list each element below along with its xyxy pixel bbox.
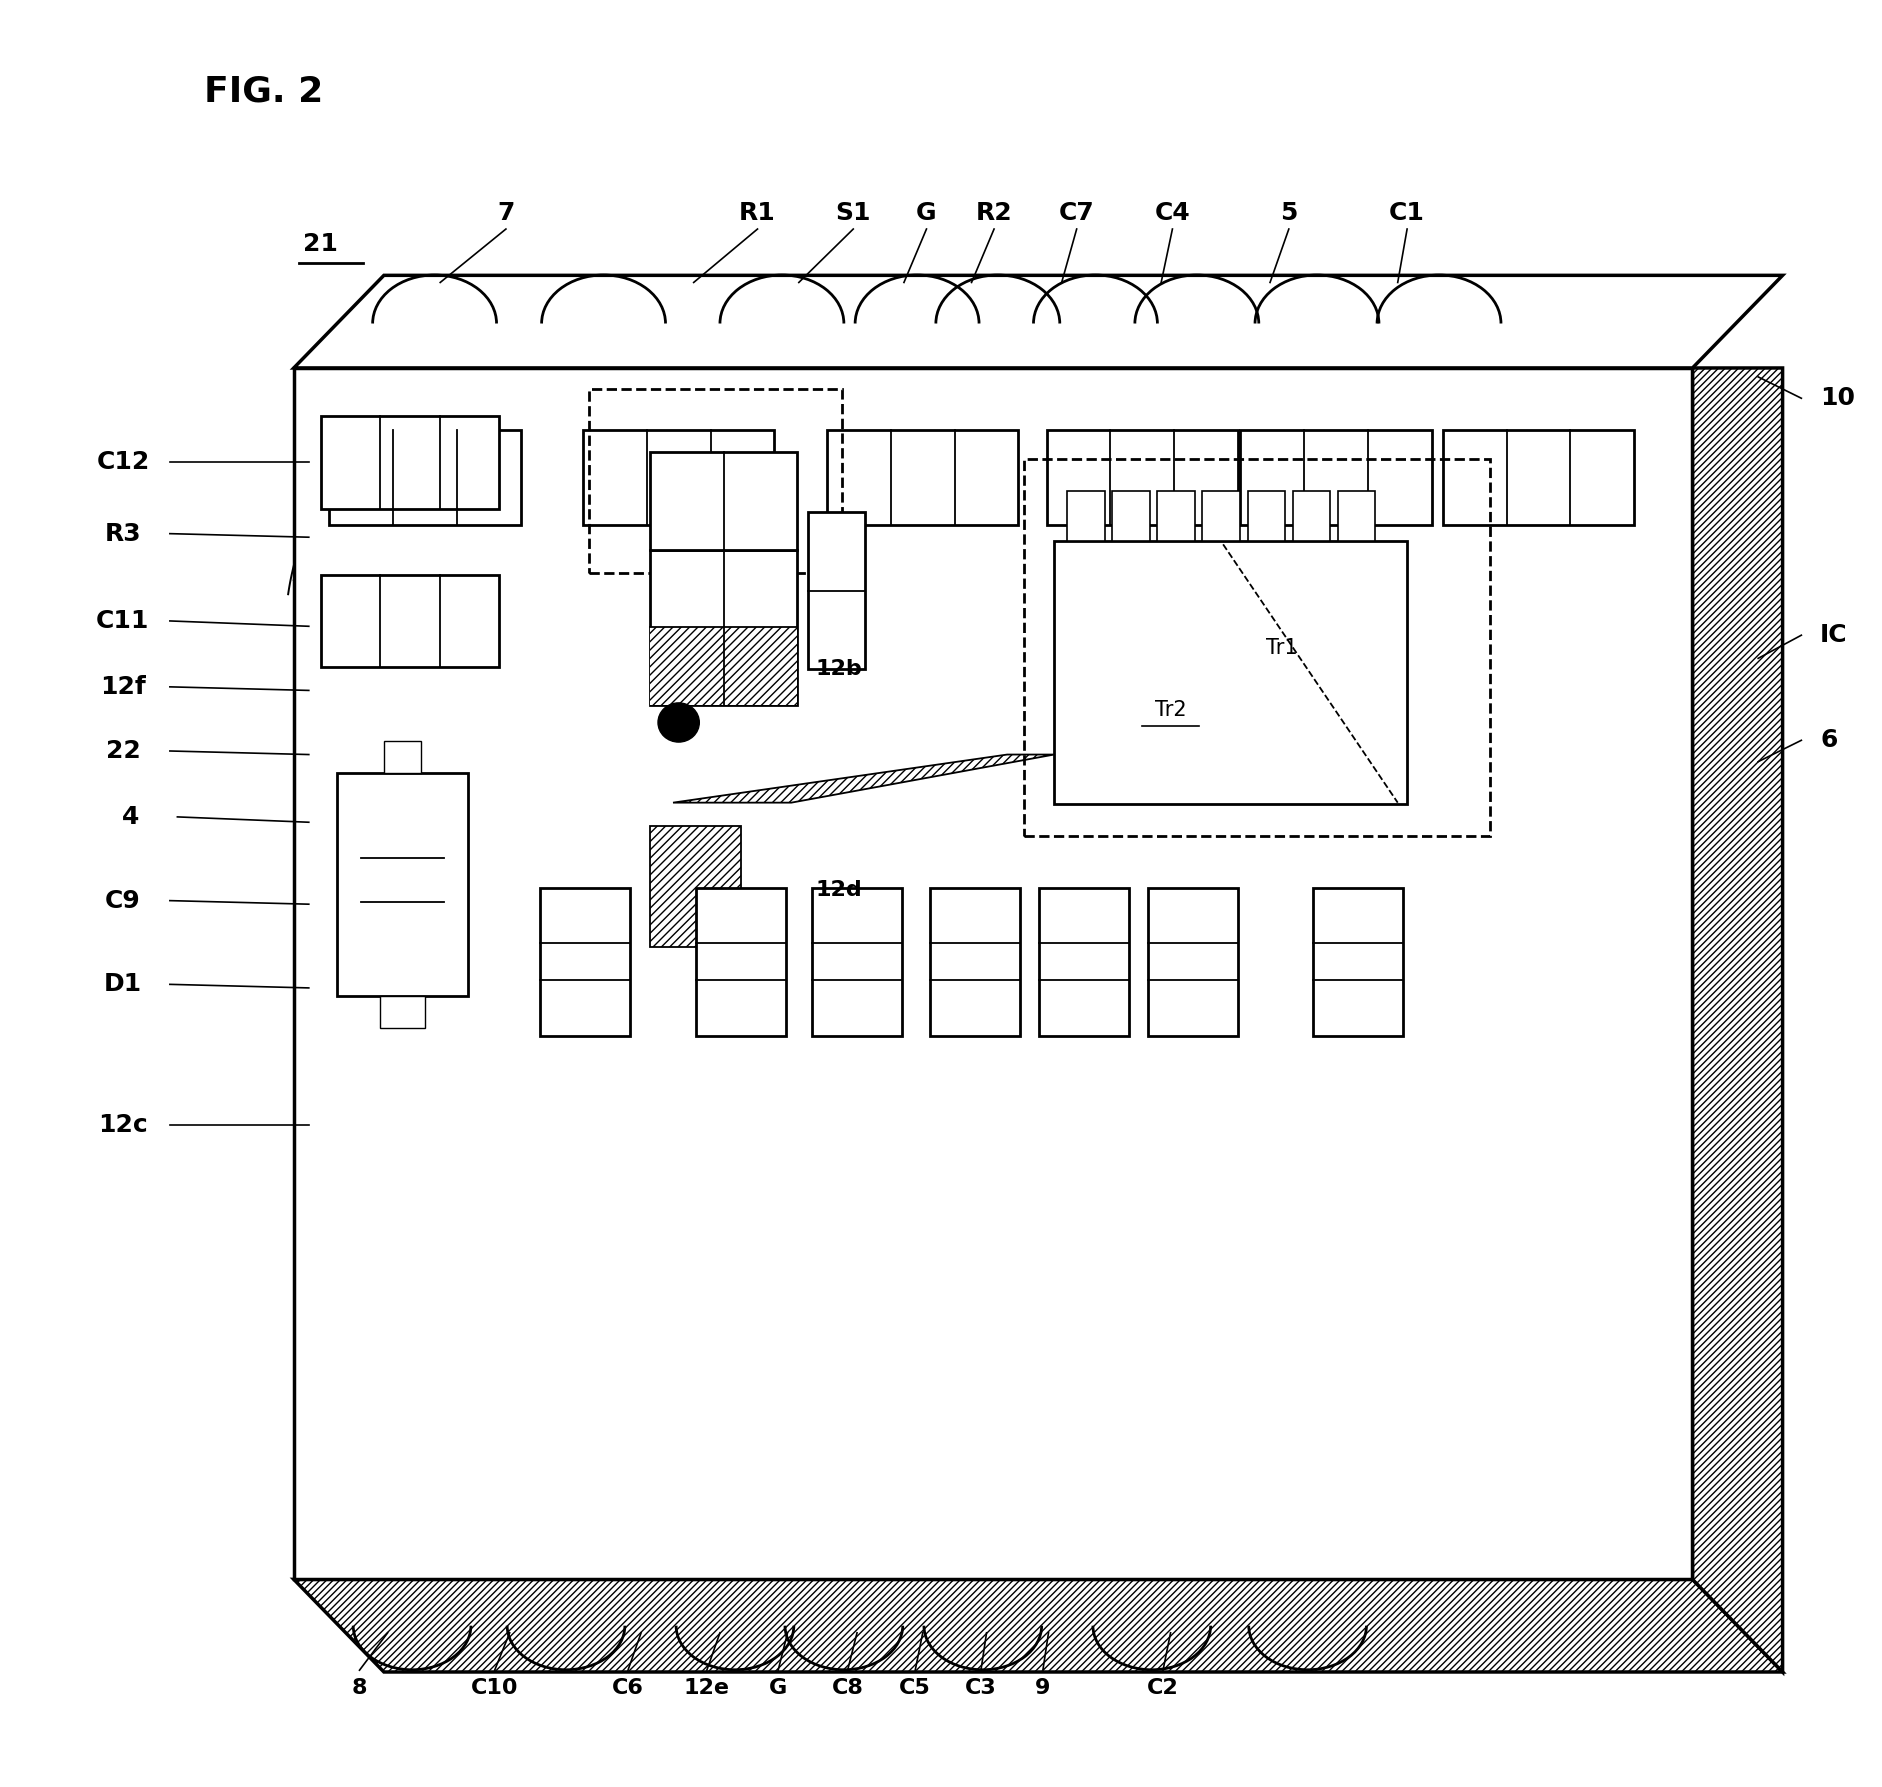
Bar — [1046, 431, 1238, 525]
Bar — [1112, 491, 1150, 541]
Bar — [337, 774, 469, 995]
Text: 7: 7 — [497, 200, 514, 225]
Text: C1: C1 — [1389, 200, 1425, 225]
Bar — [649, 550, 796, 704]
Text: R1: R1 — [740, 200, 775, 225]
Text: 4: 4 — [122, 804, 139, 829]
Bar — [1024, 459, 1489, 836]
Text: 8: 8 — [352, 1678, 367, 1698]
Bar — [589, 390, 841, 574]
Text: 21: 21 — [303, 232, 339, 256]
Text: C12: C12 — [96, 450, 149, 474]
Bar — [1312, 888, 1402, 1036]
Text: C10: C10 — [470, 1678, 518, 1698]
Text: 9: 9 — [1035, 1678, 1050, 1698]
Bar — [540, 888, 629, 1036]
Bar — [1203, 491, 1240, 541]
Text: 6: 6 — [1820, 729, 1837, 752]
Bar — [294, 368, 1692, 1580]
Text: 5: 5 — [1280, 200, 1297, 225]
Bar — [320, 416, 499, 509]
Text: 22: 22 — [105, 740, 141, 763]
Text: 12b: 12b — [815, 659, 862, 679]
Bar — [649, 627, 723, 704]
Bar — [807, 513, 864, 668]
Polygon shape — [1692, 368, 1782, 1673]
Bar — [1157, 491, 1195, 541]
Polygon shape — [649, 840, 734, 911]
Text: 12e: 12e — [683, 1678, 730, 1698]
Polygon shape — [294, 275, 1782, 368]
Bar — [826, 431, 1018, 525]
Bar — [583, 431, 774, 525]
Bar — [1054, 541, 1406, 804]
Bar — [930, 888, 1020, 1036]
Bar — [1291, 491, 1329, 541]
Text: C3: C3 — [965, 1678, 996, 1698]
Bar — [649, 452, 796, 550]
Bar — [1336, 491, 1374, 541]
Text: 12f: 12f — [100, 675, 145, 699]
Text: C6: C6 — [612, 1678, 644, 1698]
Text: S1: S1 — [836, 200, 871, 225]
Text: G: G — [917, 200, 937, 225]
Bar — [1248, 491, 1284, 541]
Text: C9: C9 — [105, 888, 141, 913]
Bar — [329, 431, 521, 525]
Text: G: G — [768, 1678, 787, 1698]
Bar — [1067, 491, 1105, 541]
Text: IC: IC — [1820, 624, 1846, 647]
Polygon shape — [672, 754, 1054, 802]
Text: C7: C7 — [1058, 200, 1093, 225]
Bar — [1148, 888, 1238, 1036]
Text: R2: R2 — [975, 200, 1013, 225]
Circle shape — [657, 702, 698, 742]
Bar — [384, 742, 422, 774]
Text: C5: C5 — [900, 1678, 930, 1698]
Text: 12d: 12d — [815, 879, 862, 901]
Text: C11: C11 — [96, 609, 149, 633]
Text: Tr1: Tr1 — [1265, 638, 1297, 658]
Bar — [1442, 431, 1634, 525]
Bar — [1240, 431, 1430, 525]
Text: D1: D1 — [104, 972, 141, 997]
Text: FIG. 2: FIG. 2 — [203, 73, 322, 107]
Bar — [380, 995, 425, 1028]
Text: 12c: 12c — [98, 1113, 147, 1137]
Bar — [320, 575, 499, 667]
Text: Tr2: Tr2 — [1154, 701, 1186, 720]
Text: C2: C2 — [1146, 1678, 1178, 1698]
Bar — [694, 888, 785, 1036]
Text: C8: C8 — [832, 1678, 864, 1698]
Bar — [1039, 888, 1129, 1036]
Bar — [723, 627, 796, 704]
Polygon shape — [294, 1580, 1782, 1673]
Text: R3: R3 — [105, 522, 141, 545]
Bar — [649, 826, 740, 947]
Text: C4: C4 — [1154, 200, 1189, 225]
Text: 10: 10 — [1820, 386, 1854, 411]
Bar — [811, 888, 901, 1036]
